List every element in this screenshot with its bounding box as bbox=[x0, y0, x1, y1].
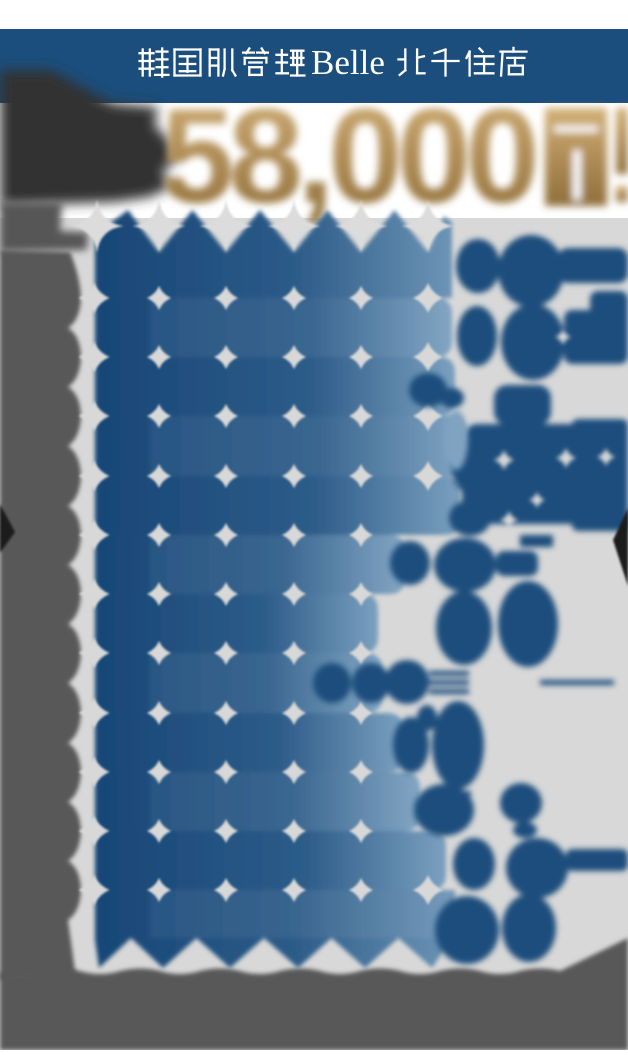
svg-text:Belle: Belle bbox=[311, 43, 385, 82]
svg-text:58,000: 58,000 bbox=[160, 82, 535, 231]
